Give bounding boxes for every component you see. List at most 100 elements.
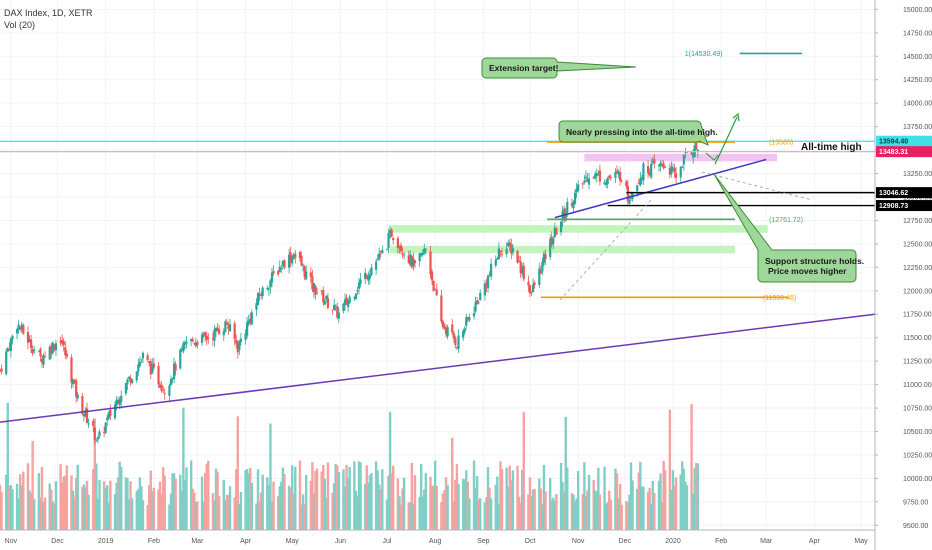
candle-body — [619, 171, 622, 181]
volume-bar — [138, 477, 142, 530]
volume-bar — [575, 498, 578, 530]
volume-bar — [135, 490, 138, 530]
candle-body — [19, 326, 22, 329]
volume-bar — [191, 488, 194, 530]
symbol-header: DAX Index, 1D, XETR — [4, 8, 93, 18]
candle-body — [59, 341, 62, 343]
candle-body — [674, 173, 678, 178]
volume-bar — [483, 502, 487, 530]
candle-body — [31, 348, 34, 354]
volume-bar — [11, 489, 14, 530]
candle-body — [157, 365, 160, 385]
volume-bar — [250, 483, 253, 530]
candle-body — [659, 163, 662, 167]
candle-body — [648, 172, 651, 175]
candle-body — [457, 335, 460, 349]
candle-body — [474, 302, 477, 312]
extension-target-callout[interactable]: Extension target! — [481, 57, 637, 79]
volume-bar — [648, 487, 651, 530]
volume-bar — [115, 482, 118, 530]
volume-bar — [6, 402, 9, 530]
candle-body — [107, 412, 110, 419]
candle-body — [54, 343, 58, 351]
candle-body — [357, 282, 361, 289]
volume-bar — [451, 437, 454, 530]
candle-body — [247, 320, 250, 325]
candle-body — [609, 177, 612, 179]
candle-body — [255, 303, 258, 310]
candle-body — [62, 341, 65, 346]
candle-body — [292, 254, 295, 260]
candle-body — [531, 284, 535, 293]
support-holds-callout[interactable]: Support structure holds. Price moves hig… — [713, 173, 864, 283]
volume-bar — [649, 504, 653, 530]
candle-body — [670, 166, 673, 174]
candle-body — [446, 327, 449, 337]
volume-bar — [691, 493, 695, 530]
candle-body — [73, 379, 76, 382]
support-lower-tag — [876, 200, 932, 212]
candle-body — [266, 288, 269, 290]
candle-body — [182, 343, 185, 352]
x-tick-label: Dec — [619, 538, 632, 545]
candle-body — [625, 181, 628, 187]
candle-body — [104, 422, 107, 434]
ath-pressing-callout[interactable]: Nearly pressing into the all-time high. — [558, 120, 718, 146]
candle-body — [323, 301, 326, 305]
candle-body — [440, 295, 443, 322]
candle-body — [267, 288, 270, 290]
candle-body — [367, 276, 370, 281]
volume-bar — [489, 498, 493, 530]
volume-bar — [597, 467, 600, 530]
volume-bar — [43, 497, 47, 530]
volume-bar — [642, 486, 645, 530]
volume-bar — [409, 502, 412, 530]
candle-body — [359, 279, 362, 285]
candle-body — [260, 295, 263, 297]
annotation-callouts[interactable]: Extension target! Nearly pressing into t… — [481, 57, 864, 283]
candle-body — [455, 346, 459, 348]
volume-bar — [172, 473, 176, 530]
candle-body — [65, 353, 68, 357]
volume-bar — [370, 473, 373, 530]
candle-body — [510, 244, 513, 254]
candle-body — [224, 321, 227, 332]
volume-bar — [639, 461, 642, 530]
candle-body — [325, 295, 328, 300]
candle-body — [387, 233, 390, 249]
volume-bar — [141, 500, 145, 530]
candle-body — [322, 290, 325, 303]
volume-bar — [32, 499, 36, 530]
volume-bar — [592, 480, 595, 530]
drawn-lines[interactable]: (13585) (12761.72) (11930.46) 1(14530.49) — [0, 51, 876, 423]
volume-bar — [270, 502, 274, 530]
volume-bar — [660, 502, 664, 530]
volume-bar — [522, 411, 525, 530]
volume-bar — [479, 498, 482, 530]
volume-bar — [618, 483, 622, 530]
volume-bar — [64, 475, 67, 530]
candle-body — [507, 242, 510, 247]
volume-bar — [31, 440, 34, 530]
volume-bar — [402, 477, 406, 530]
volume-bar — [216, 472, 219, 530]
candle-body — [564, 212, 567, 221]
y-tick-label: 11000.00 — [903, 382, 932, 389]
volume-bar — [631, 480, 634, 530]
volume-bar — [626, 502, 630, 530]
volume-bar — [140, 486, 143, 530]
volume-bar — [71, 490, 75, 530]
volume-bar — [130, 498, 134, 530]
candle-body — [441, 321, 445, 328]
y-tick-label: 10500.00 — [903, 429, 932, 436]
candle-body — [617, 171, 620, 175]
projection-arrows — [559, 112, 813, 301]
volume-bar — [81, 486, 84, 530]
candle-body — [586, 178, 589, 182]
candle-body — [106, 417, 109, 421]
candle-body — [236, 342, 239, 353]
volume-bar — [98, 479, 101, 530]
candle-body — [334, 304, 337, 306]
volume-bar — [594, 490, 597, 530]
